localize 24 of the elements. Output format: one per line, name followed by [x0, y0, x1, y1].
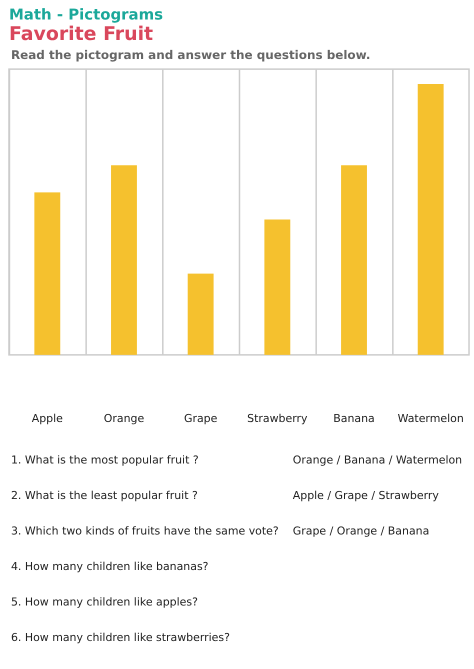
x-tick-label: Banana: [333, 412, 375, 426]
x-tick-label: Apple: [32, 412, 64, 426]
x-tick-label: Strawberry: [247, 412, 308, 426]
text: Orange / Banana / Watermelon: [292, 453, 462, 466]
text: 5. How many children like apples?: [10, 596, 198, 609]
bar: [418, 84, 444, 355]
x-tick-label: Orange: [104, 412, 144, 426]
text: Grape / Orange / Banana: [292, 524, 430, 538]
text: 4. How many children like bananas?: [10, 560, 209, 574]
chart-title: Math - Pictograms: [8, 5, 164, 24]
text: Read the pictogram and answer the questions below.: [10, 48, 370, 62]
bar: [264, 219, 290, 355]
bar: [34, 192, 60, 355]
chart-subtitle: Favorite Fruit: [8, 23, 154, 46]
text: 2. What is the least popular fruit ?: [10, 488, 198, 502]
text: Apple / Grape / Strawberry: [292, 488, 440, 502]
bar: [188, 274, 214, 355]
text: 3. Which two kinds of fruits have the same vote?: [10, 524, 279, 538]
text: 6. How many children like strawberries?: [10, 631, 230, 644]
bar: [341, 165, 367, 355]
bar: [111, 165, 137, 355]
x-tick-label: Watermelon: [398, 412, 464, 426]
text: 1. What is the most popular fruit ?: [10, 453, 199, 466]
x-tick-label: Grape: [184, 412, 218, 426]
